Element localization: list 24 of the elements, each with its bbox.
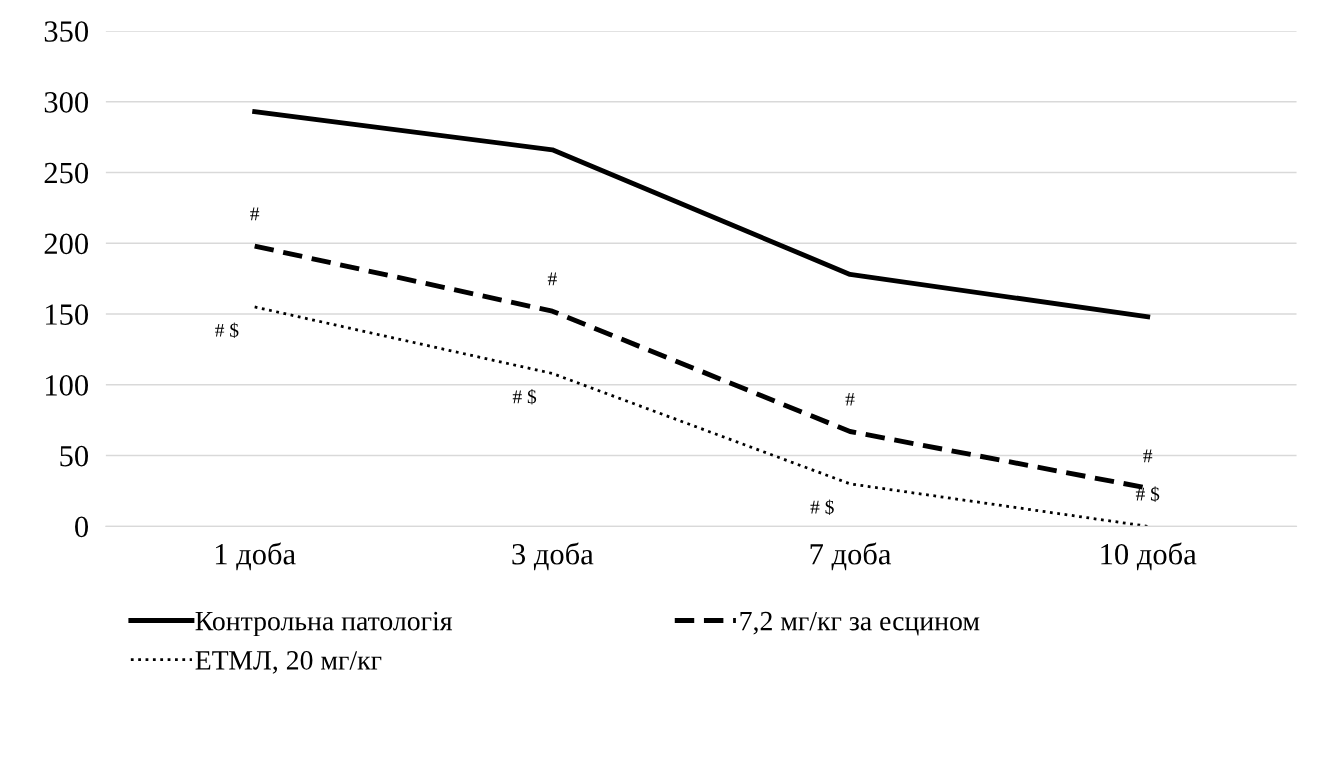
annotation: # $ — [810, 499, 834, 516]
annotation: # — [547, 272, 557, 286]
legend-label: ЕТМЛ, 20 мг/кг — [195, 650, 382, 674]
x-tick-label: 1 доба — [215, 542, 296, 571]
x-tick-label: 3 доба — [512, 542, 594, 571]
annotation: # — [250, 207, 260, 221]
x-tick-label: 10 доба — [1101, 542, 1197, 571]
annotation: # — [1143, 449, 1153, 463]
annotation: # — [845, 392, 855, 406]
y-tick-label: 50 — [60, 445, 89, 467]
y-tick-label: 300 — [44, 92, 89, 113]
y-tick-label: 200 — [44, 233, 89, 255]
x-tick-label: 7 доба — [810, 542, 892, 571]
line-series — [252, 109, 1151, 320]
annotation: # $ — [215, 322, 239, 339]
y-tick-label: 100 — [46, 375, 89, 396]
y-tick-label: 250 — [44, 162, 89, 184]
legend-label: 7,2 мг/кг за есцином — [740, 611, 980, 636]
annotation: # $ — [512, 389, 537, 405]
y-tick-label: 150 — [46, 304, 89, 325]
legend-label: Контрольна патологія — [195, 611, 453, 637]
y-tick-label: 0 — [75, 516, 89, 538]
y-tick-label: 350 — [44, 21, 89, 42]
annotation: # $ — [1135, 486, 1160, 502]
